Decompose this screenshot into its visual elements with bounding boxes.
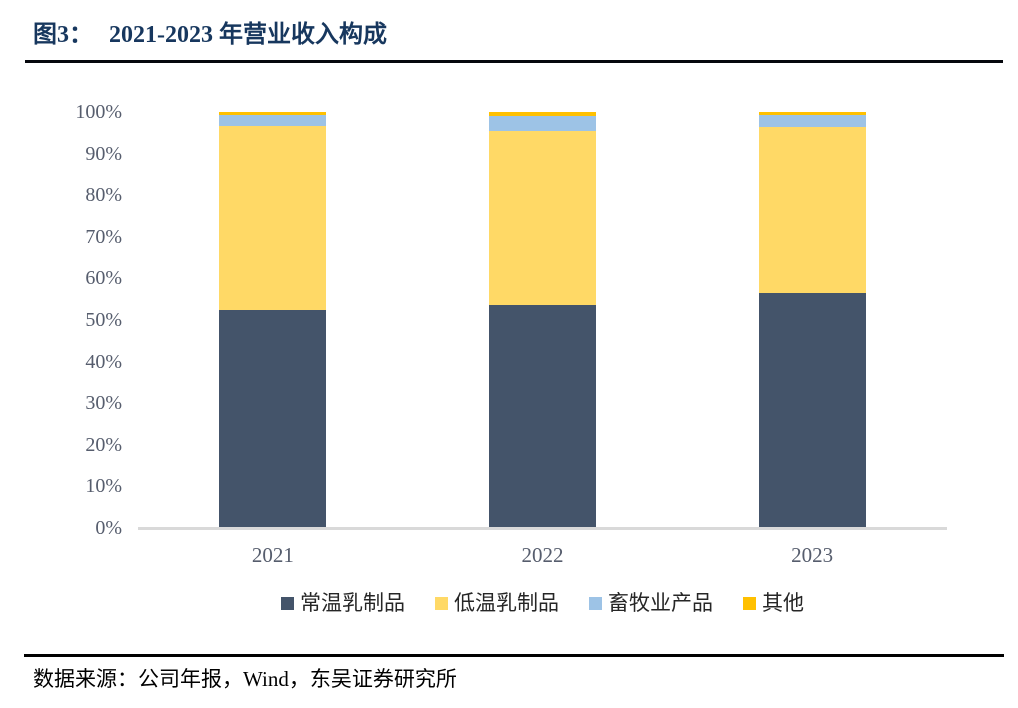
footer-divider-line [24,654,1004,657]
legend-item: 低温乳制品 [435,590,559,616]
x-axis: 2021 2022 2023 [138,541,947,569]
y-tick-label: 60% [85,267,122,290]
legend-label: 畜牧业产品 [608,591,713,615]
bar-segment [489,112,596,117]
plot-area [138,112,947,528]
chart-legend: 常温乳制品 低温乳制品 畜牧业产品 其他 [138,589,947,617]
y-tick-label: 20% [85,433,122,456]
legend-label: 其他 [762,591,804,615]
bar-segment [758,114,866,127]
figure-title-text: 2021-2023 年营业收入构成 [109,22,387,48]
legend-label: 常温乳制品 [300,591,405,615]
bar-segment [489,131,596,306]
bar-segment [219,310,327,528]
x-axis-baseline [138,527,947,530]
bar-segment [758,293,866,528]
stacked-bar-2021 [219,112,327,528]
y-tick-label: 40% [85,350,122,373]
legend-swatch-icon [589,596,602,610]
y-tick-label: 10% [85,475,122,498]
legend-swatch-icon [435,596,448,610]
bar-segment [758,112,866,115]
bar-segment [489,116,596,132]
data-source-note: 数据来源：公司年报，Wind，东吴证券研究所 [33,667,457,691]
y-tick-label: 50% [85,309,122,331]
figure-number-label: 图3： [33,22,93,48]
x-axis-label: 2023 [791,543,834,567]
figure-title: 图3： 2021-2023 年营业收入构成 [33,16,387,54]
bar-segment [758,127,866,294]
y-tick-label: 100% [75,101,122,123]
y-axis: 0% 10% 20% 30% 40% 50% 60% 70% 80% 90% 100% [30,101,122,539]
stacked-bar-2023 [758,112,866,528]
x-axis-label: 2021 [251,543,294,567]
bar-segment [219,125,327,311]
x-axis-label: 2022 [521,543,564,567]
y-tick-label: 70% [85,225,122,248]
bar-segment [489,305,596,528]
stacked-bar-2022 [489,112,596,528]
y-tick-label: 30% [85,392,122,415]
legend-swatch-icon [281,596,294,610]
y-tick-label: 80% [85,184,122,207]
bar-segment [219,112,327,115]
legend-swatch-icon [743,596,756,610]
y-tick-label: 0% [95,517,122,539]
bar-segment [219,114,327,126]
title-divider-line [25,60,1003,63]
legend-item: 畜牧业产品 [589,590,713,616]
legend-item: 常温乳制品 [281,590,405,616]
y-tick-label: 90% [85,142,122,165]
legend-label: 低温乳制品 [454,591,559,615]
legend-item: 其他 [743,590,804,616]
